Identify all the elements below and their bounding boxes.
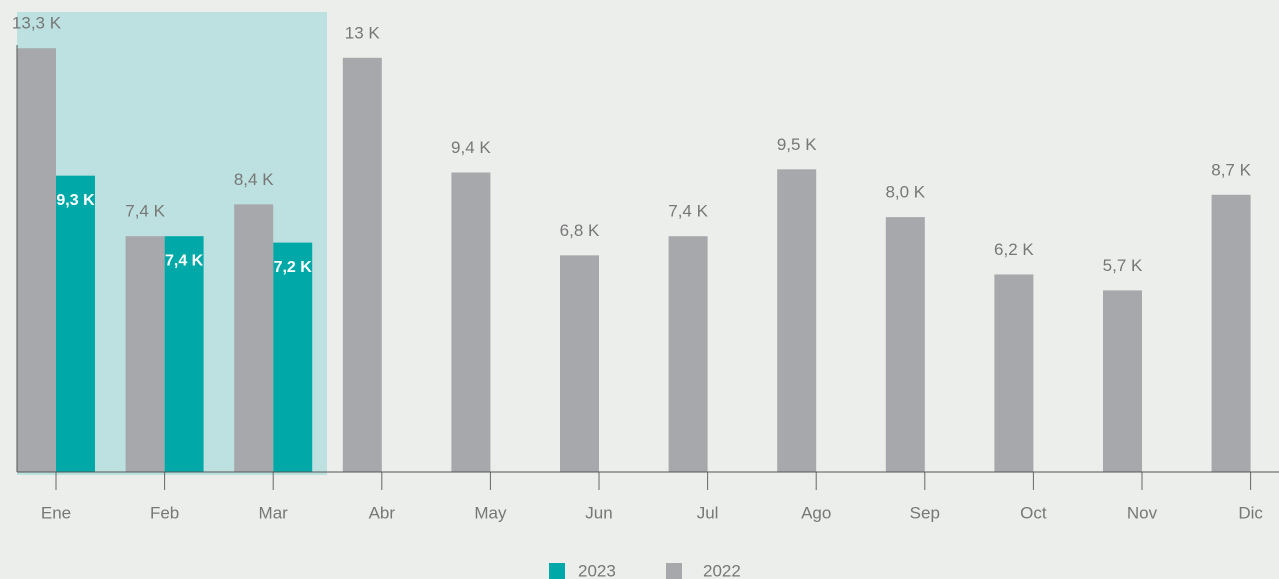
- bar: [451, 172, 491, 472]
- x-tick-label: Dic: [1238, 503, 1263, 522]
- data-label: 9,3 K: [56, 192, 95, 209]
- legend-swatch: [666, 563, 682, 579]
- bar: [125, 236, 165, 472]
- data-label: 9,4 K: [451, 138, 491, 157]
- legend-swatch: [549, 563, 565, 579]
- bar: [994, 274, 1034, 472]
- bar: [1103, 290, 1142, 472]
- data-label: 8,0 K: [885, 183, 925, 202]
- bar: [273, 242, 313, 472]
- x-tick-label: Oct: [1020, 503, 1047, 522]
- x-tick-label: Ene: [41, 503, 71, 522]
- bar: [1211, 194, 1251, 473]
- data-label: 8,7 K: [1211, 160, 1251, 179]
- data-label: 7,4 K: [668, 202, 708, 221]
- bar: [777, 169, 817, 472]
- x-tick-label: May: [474, 503, 507, 522]
- bar: [164, 236, 204, 472]
- x-tick-label: Sep: [910, 503, 940, 522]
- x-tick-label: Mar: [259, 503, 289, 522]
- data-label: 13,3 K: [12, 14, 62, 33]
- data-label: 7,4 K: [165, 252, 204, 269]
- x-tick-label: Nov: [1127, 503, 1158, 522]
- bar: [56, 175, 95, 473]
- data-label: 6,2 K: [994, 240, 1034, 259]
- data-label: 7,2 K: [274, 259, 313, 276]
- data-label: 5,7 K: [1103, 256, 1143, 275]
- legend-label: 2023: [578, 561, 616, 579]
- data-label: 6,8 K: [560, 221, 600, 240]
- data-label: 7,4 K: [125, 202, 165, 221]
- data-label: 9,5 K: [777, 135, 817, 154]
- bar: [668, 236, 708, 472]
- x-tick-label: Feb: [150, 503, 179, 522]
- data-label: 8,4 K: [234, 170, 274, 189]
- bar: [342, 57, 382, 473]
- x-tick-label: Abr: [369, 503, 396, 522]
- data-label: 13 K: [345, 23, 381, 42]
- x-tick-label: Jul: [697, 503, 719, 522]
- x-tick-label: Jun: [585, 503, 612, 522]
- bar: [234, 204, 274, 472]
- legend-label: 2022: [703, 561, 741, 579]
- bar: [560, 255, 599, 472]
- x-tick-label: Ago: [801, 503, 831, 522]
- bar: [17, 48, 56, 472]
- bar: [885, 217, 925, 472]
